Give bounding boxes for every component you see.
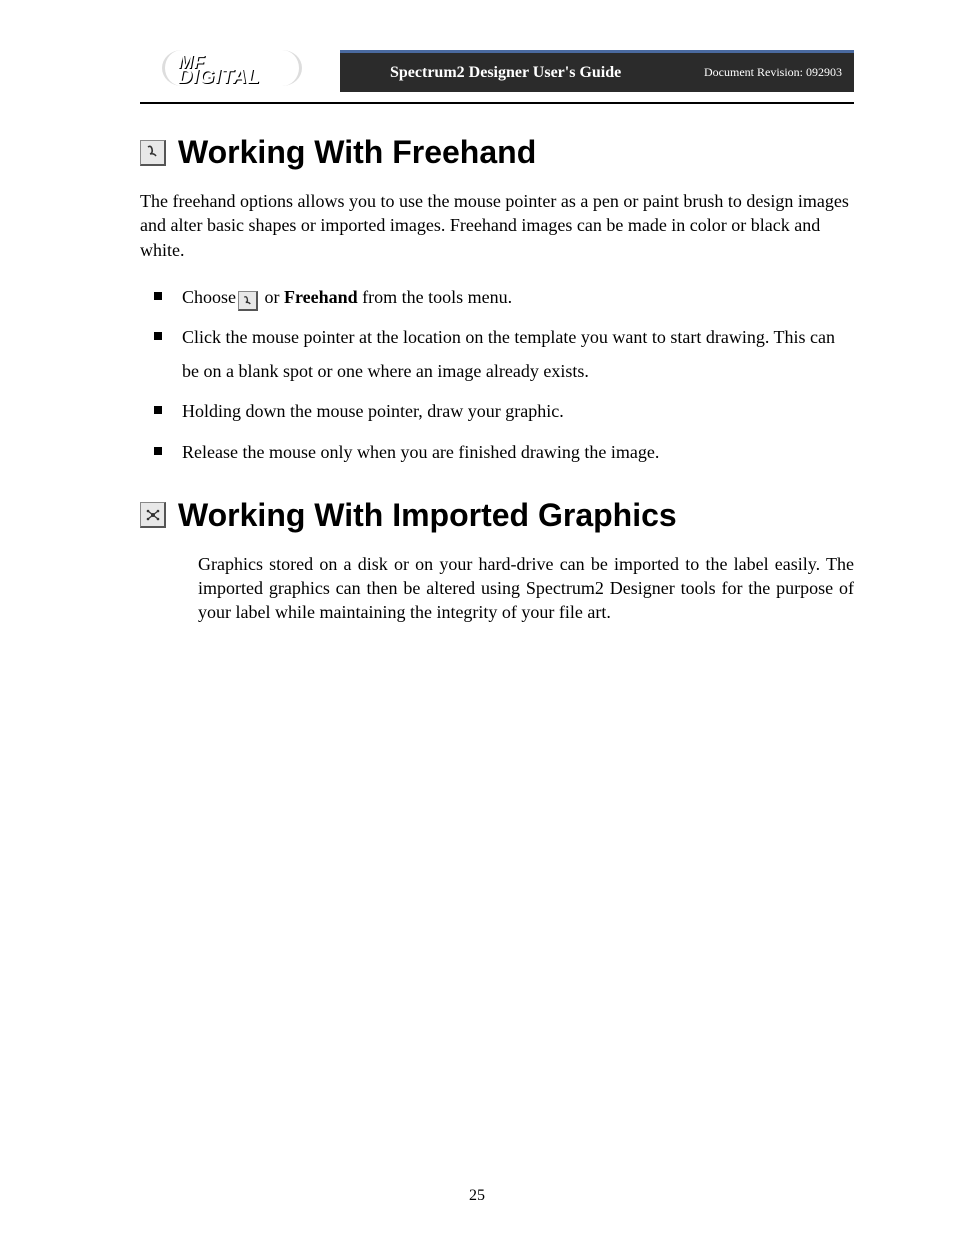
freehand-step-1: Choose or Freehand from the tools menu. [154,280,854,314]
imported-intro: Graphics stored on a disk or on your har… [198,552,854,625]
freehand-steps-list: Choose or Freehand from the tools menu. … [154,280,854,469]
header-title: Spectrum2 Designer User's Guide [390,64,621,82]
imported-graphics-icon [140,502,166,528]
freehand-tool-icon [140,140,166,166]
document-page: MF DIGITAL Spectrum2 Designer User's Gui… [0,0,954,1235]
freehand-glyph [145,144,161,160]
section-heading-freehand: Working With Freehand [140,134,854,171]
step1-post: from the tools menu. [358,287,512,307]
logo-line-2: DIGITAL [178,68,260,86]
freehand-step-4: Release the mouse only when you are fini… [154,435,854,469]
section-heading-imported-text: Working With Imported Graphics [178,497,677,534]
section-heading-imported: Working With Imported Graphics [140,497,854,534]
freehand-step-2: Click the mouse pointer at the location … [154,320,854,388]
freehand-step-3: Holding down the mouse pointer, draw you… [154,394,854,428]
freehand-inline-icon [238,291,258,311]
page-number: 25 [0,1187,954,1205]
freehand-intro: The freehand options allows you to use t… [140,189,854,262]
step1-pre: Choose [182,287,236,307]
page-header-band: Spectrum2 Designer User's Guide Document… [340,50,854,92]
logo-text: MF DIGITAL [178,54,260,86]
step1-mid: or [260,287,284,307]
imported-glyph [144,506,162,524]
brand-logo: MF DIGITAL [140,48,350,98]
step1-bold: Freehand [284,287,358,307]
header-revision: Document Revision: 092903 [704,65,842,80]
section-heading-freehand-text: Working With Freehand [178,134,536,171]
header-rule [140,102,854,104]
